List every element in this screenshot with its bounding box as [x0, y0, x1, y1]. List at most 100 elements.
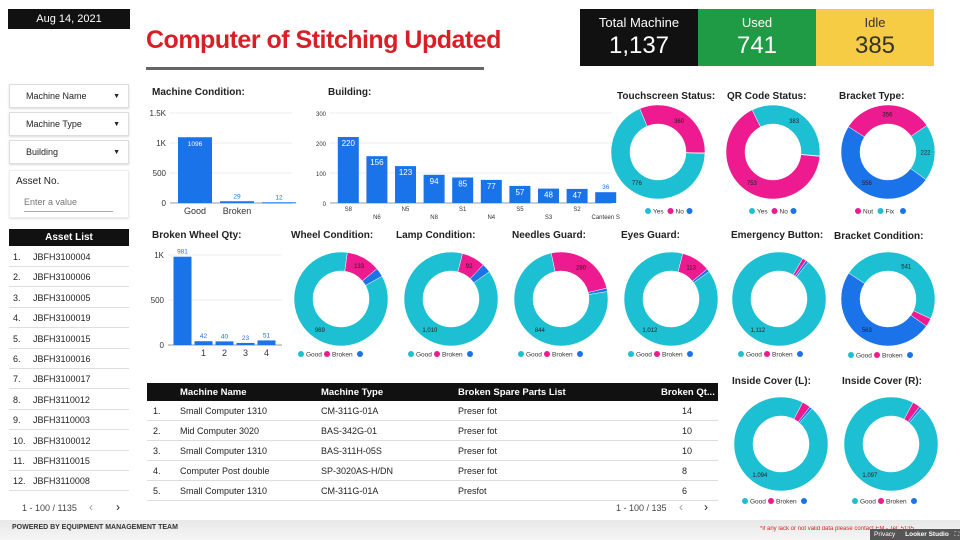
asset-list-item[interactable]: 12. JBFH3110008	[9, 471, 129, 492]
data-label: 156	[370, 158, 384, 167]
table-row[interactable]: 1. Small Computer 1310 CM-311G-01A Prese…	[147, 401, 718, 421]
machine-type-cell: CM-311G-01A	[321, 406, 379, 416]
looker-studio-bar[interactable]: Privacy Looker Studio ⛶	[870, 529, 960, 540]
col-broken-qty[interactable]: Broken Qt...	[661, 387, 715, 398]
legend-dot	[577, 351, 583, 357]
fullscreen-icon[interactable]: ⛶	[954, 531, 960, 538]
legend-label: Broken	[882, 353, 903, 360]
bar	[395, 166, 416, 203]
donut-slice	[910, 125, 936, 181]
table-row[interactable]: 2. Mid Computer 3020 BAS-342G-01 Preser …	[147, 421, 718, 441]
legend-dot	[654, 351, 660, 357]
table-row[interactable]: 5. Small Computer 1310 CM-311G-01A Presf…	[147, 481, 718, 501]
y-tick-label: 0	[162, 199, 167, 208]
col-broken-parts[interactable]: Broken Spare Parts List	[458, 387, 566, 398]
legend-dot	[771, 208, 778, 214]
x-tick-label: S8	[345, 207, 353, 213]
bar	[236, 342, 255, 345]
legend-label: Good	[306, 352, 322, 359]
asset-list-item[interactable]: 5. JBFH3100015	[9, 329, 129, 349]
prev-page-icon[interactable]: ‹	[89, 500, 93, 514]
donut-slice	[848, 251, 936, 320]
asset-list-item[interactable]: 7. JBFH3100017	[9, 369, 129, 390]
legend-label: Broken	[332, 352, 353, 359]
asset-list-item[interactable]: 9. JBFH3110003	[9, 410, 129, 431]
bar	[366, 156, 388, 203]
legend-label: Broken	[886, 499, 907, 506]
asset-list-item[interactable]: 4. JBFH3100019	[9, 308, 129, 329]
privacy-link[interactable]: Privacy	[874, 531, 896, 538]
row-number: 3.	[153, 446, 161, 456]
asset-list-item[interactable]: 11. JBFH3110015	[9, 451, 129, 471]
asset-list-item[interactable]: 3. JBFH3100005	[9, 288, 129, 308]
bar	[262, 202, 296, 204]
machine-type-filter[interactable]: Machine Type ▼	[9, 112, 129, 136]
col-machine-name[interactable]: Machine Name	[180, 387, 247, 398]
prev-page-icon[interactable]: ‹	[679, 500, 683, 514]
broken-part-cell: Preser fot	[458, 466, 498, 476]
table-row[interactable]: 3. Small Computer 1310 BAS-311H-05S Pres…	[147, 441, 718, 461]
slice-label: 969	[315, 328, 326, 334]
legend-dot	[764, 351, 770, 357]
table-pager: 1 - 100 / 135	[616, 503, 667, 513]
data-label: 51	[263, 332, 271, 339]
y-tick-label: 200	[316, 142, 327, 148]
legend-dot	[797, 351, 803, 357]
y-tick-label: 1K	[156, 139, 166, 148]
table-row[interactable]: 4. Computer Post double SP-3020AS-H/DN P…	[147, 461, 718, 481]
kpi-idle: Idle 385	[816, 9, 934, 66]
row-number: 4.	[153, 466, 161, 476]
asset-no-input[interactable]	[24, 192, 113, 212]
machine-name-cell: Small Computer 1310	[180, 446, 268, 456]
data-label: 94	[430, 177, 439, 186]
x-tick-label: S3	[545, 215, 553, 221]
donut-slice	[293, 251, 389, 347]
broken-qty-cell: 10	[682, 426, 693, 436]
asset-id: JBFH3100015	[33, 333, 91, 344]
legend-dot	[907, 352, 913, 358]
legend-dot	[324, 351, 330, 357]
asset-list-item[interactable]: 2. JBFH3100006	[9, 267, 129, 288]
legend-dot	[768, 498, 774, 504]
row-number: 2.	[13, 272, 21, 283]
legend-label: Broken	[662, 352, 683, 359]
legend-dot	[738, 351, 744, 357]
row-number: 1.	[153, 406, 161, 416]
asset-id: JBFH3110003	[33, 415, 90, 426]
chart-title: Touchscreen Status:	[617, 91, 716, 102]
data-label: 12	[275, 194, 283, 201]
data-label: 57	[515, 188, 524, 197]
broken-qty-cell: 10	[682, 446, 693, 456]
asset-list-item[interactable]: 1. JBFH3100004	[9, 247, 129, 267]
kpi-total-label: Total Machine	[598, 15, 680, 30]
asset-list-item[interactable]: 6. JBFH3100016	[9, 349, 129, 369]
legend-dot	[298, 351, 304, 357]
asset-list-item[interactable]: 8. JBFH3110012	[9, 390, 129, 410]
donut-slice	[623, 251, 719, 347]
building-filter[interactable]: Building ▼	[9, 140, 129, 164]
donut-slice	[800, 154, 821, 157]
next-page-icon[interactable]: ›	[116, 500, 120, 514]
asset-list-item[interactable]: 10. JBFH3100012	[9, 431, 129, 451]
x-tick-label: Good	[184, 206, 206, 216]
data-label: 47	[573, 191, 582, 200]
slice-label: 556	[862, 181, 873, 187]
x-tick-label: N8	[430, 215, 438, 221]
col-machine-type[interactable]: Machine Type	[321, 387, 384, 398]
machine-name-filter[interactable]: Machine Name ▼	[9, 84, 129, 108]
next-page-icon[interactable]: ›	[704, 500, 708, 514]
kpi-idle-value: 385	[854, 32, 896, 59]
row-number: 2.	[153, 426, 161, 436]
data-label: 48	[544, 191, 553, 200]
bar	[480, 179, 502, 203]
machine-name-cell: Small Computer 1310	[180, 486, 268, 496]
broken-part-cell: Preser fot	[458, 406, 498, 416]
row-number: 5.	[13, 333, 21, 344]
asset-id: JBFH3100006	[33, 272, 91, 283]
data-label: 77	[487, 182, 496, 191]
machine-name-cell: Computer Post double	[180, 466, 270, 476]
machine-name-cell: Small Computer 1310	[180, 406, 268, 416]
legend-dot	[628, 351, 634, 357]
donut-slice	[685, 152, 706, 154]
